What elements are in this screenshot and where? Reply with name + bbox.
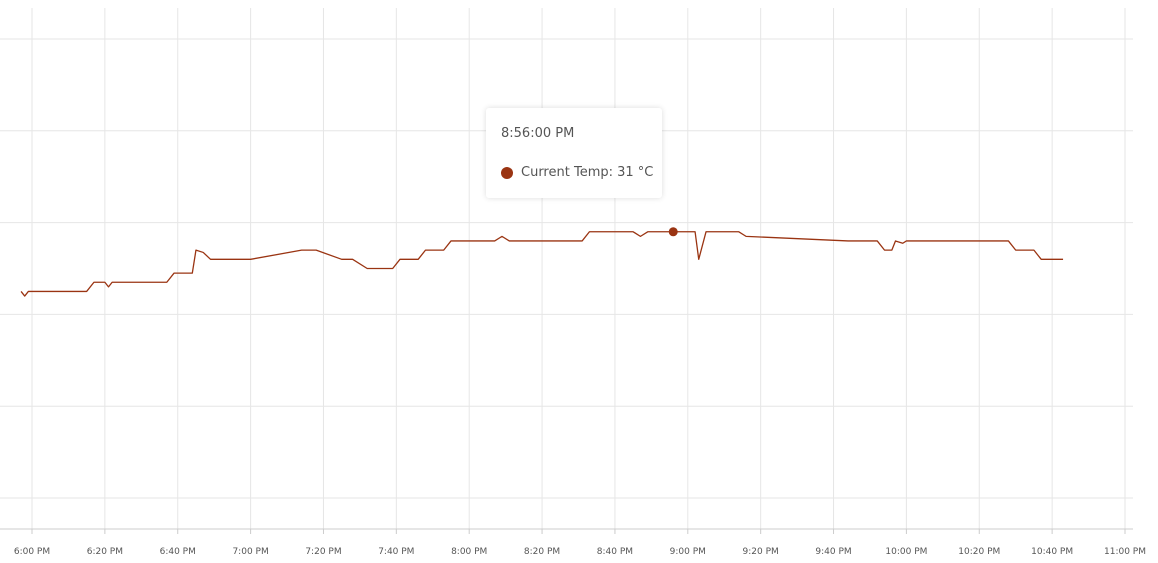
x-tick-label: 11:00 PM (1104, 547, 1146, 557)
x-tick-label: 6:40 PM (160, 547, 196, 557)
x-tick-label: 7:40 PM (378, 547, 414, 557)
x-tick-label: 6:00 PM (14, 547, 50, 557)
x-tick-label: 6:20 PM (87, 547, 123, 557)
tooltip-value: 31 °C (617, 165, 654, 180)
x-tick-label: 9:40 PM (815, 547, 851, 557)
x-tick-label: 10:00 PM (885, 547, 927, 557)
x-tick-label: 10:20 PM (958, 547, 1000, 557)
series-line-current-temp (20, 231, 1064, 297)
tooltip-series-name: Current Temp (521, 165, 609, 180)
chart-tooltip: 8:56:00 PM Current Temp : 31 °C (486, 108, 662, 198)
x-tick-label: 8:00 PM (451, 547, 487, 557)
x-tick-label: 8:20 PM (524, 547, 560, 557)
x-tick-label: 9:00 PM (670, 547, 706, 557)
x-tick-label: 10:40 PM (1031, 547, 1073, 557)
tooltip-time: 8:56:00 PM (501, 126, 575, 141)
x-tick-label: 9:20 PM (743, 547, 779, 557)
grid-lines (0, 8, 1133, 529)
x-tick-label: 7:20 PM (305, 547, 341, 557)
x-tick-label: 7:00 PM (232, 547, 268, 557)
tooltip-separator: : (608, 165, 618, 180)
hover-point-marker[interactable] (668, 227, 678, 237)
tooltip-series-marker (501, 166, 513, 179)
series-layer (20, 227, 1064, 297)
tooltip-series-row: Current Temp : 31 °C (501, 165, 653, 180)
x-axis-ticks: 6:00 PM 6:20 PM 6:40 PM 7:00 PM 7:20 PM 7:40 … (14, 529, 1146, 557)
x-tick-label: 8:40 PM (597, 547, 633, 557)
